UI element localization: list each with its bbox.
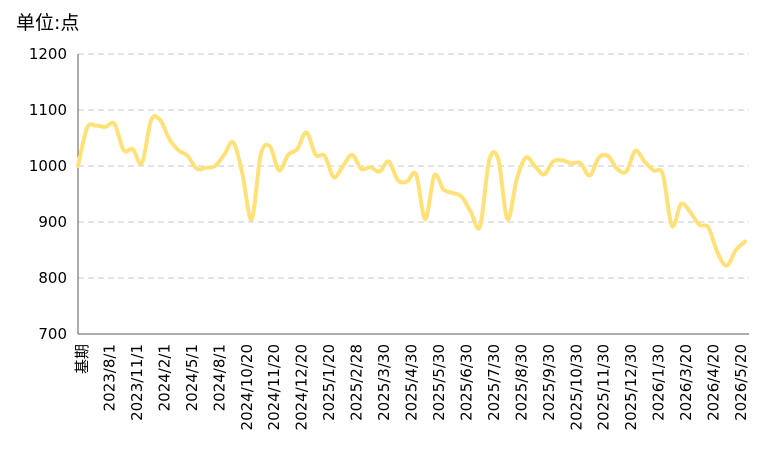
x-tick-label: 2025/10/30 bbox=[567, 344, 585, 430]
x-tick-label: 2024/12/20 bbox=[293, 344, 311, 430]
x-tick-label: 2025/3/30 bbox=[375, 344, 393, 421]
x-tick-label: 2024/8/1 bbox=[210, 344, 228, 411]
x-tick-label: 2024/11/20 bbox=[265, 344, 283, 430]
x-tick-label: 2024/5/1 bbox=[183, 344, 201, 411]
x-tick-label: 2023/8/1 bbox=[101, 344, 119, 411]
x-tick-label: 基期 bbox=[73, 344, 91, 374]
x-tick-label: 2025/6/30 bbox=[457, 344, 475, 421]
x-tick-label: 2025/7/30 bbox=[485, 344, 503, 421]
x-tick-label: 2023/11/1 bbox=[128, 344, 146, 421]
x-tick-label: 2026/5/20 bbox=[732, 344, 750, 421]
x-tick-label: 2025/8/30 bbox=[512, 344, 530, 421]
y-tick-label: 1100 bbox=[29, 101, 67, 119]
x-tick-label: 2025/2/28 bbox=[348, 344, 366, 421]
x-tick-label: 2026/3/20 bbox=[677, 344, 695, 421]
x-tick-label: 2026/1/30 bbox=[650, 344, 668, 421]
x-tick-label: 2025/11/30 bbox=[595, 344, 613, 430]
y-tick-label: 700 bbox=[38, 325, 67, 343]
series-line bbox=[76, 114, 747, 268]
y-tick-label: 1200 bbox=[29, 45, 67, 63]
x-tick-label: 2025/1/20 bbox=[320, 344, 338, 421]
x-tick-label: 2025/12/30 bbox=[622, 344, 640, 430]
unit-label: 单位:点 bbox=[16, 12, 80, 34]
x-tick-label: 2025/9/30 bbox=[540, 344, 558, 421]
x-tick-label: 2024/2/1 bbox=[155, 344, 173, 411]
x-tick-label: 2025/5/30 bbox=[430, 344, 448, 421]
x-tick-label: 2024/10/20 bbox=[238, 344, 256, 430]
x-tick-label: 2025/4/30 bbox=[403, 344, 421, 421]
y-tick-label: 900 bbox=[38, 213, 67, 231]
x-tick-label: 2026/4/20 bbox=[705, 344, 723, 421]
y-tick-label: 800 bbox=[38, 269, 67, 287]
y-tick-label: 1000 bbox=[29, 157, 67, 175]
